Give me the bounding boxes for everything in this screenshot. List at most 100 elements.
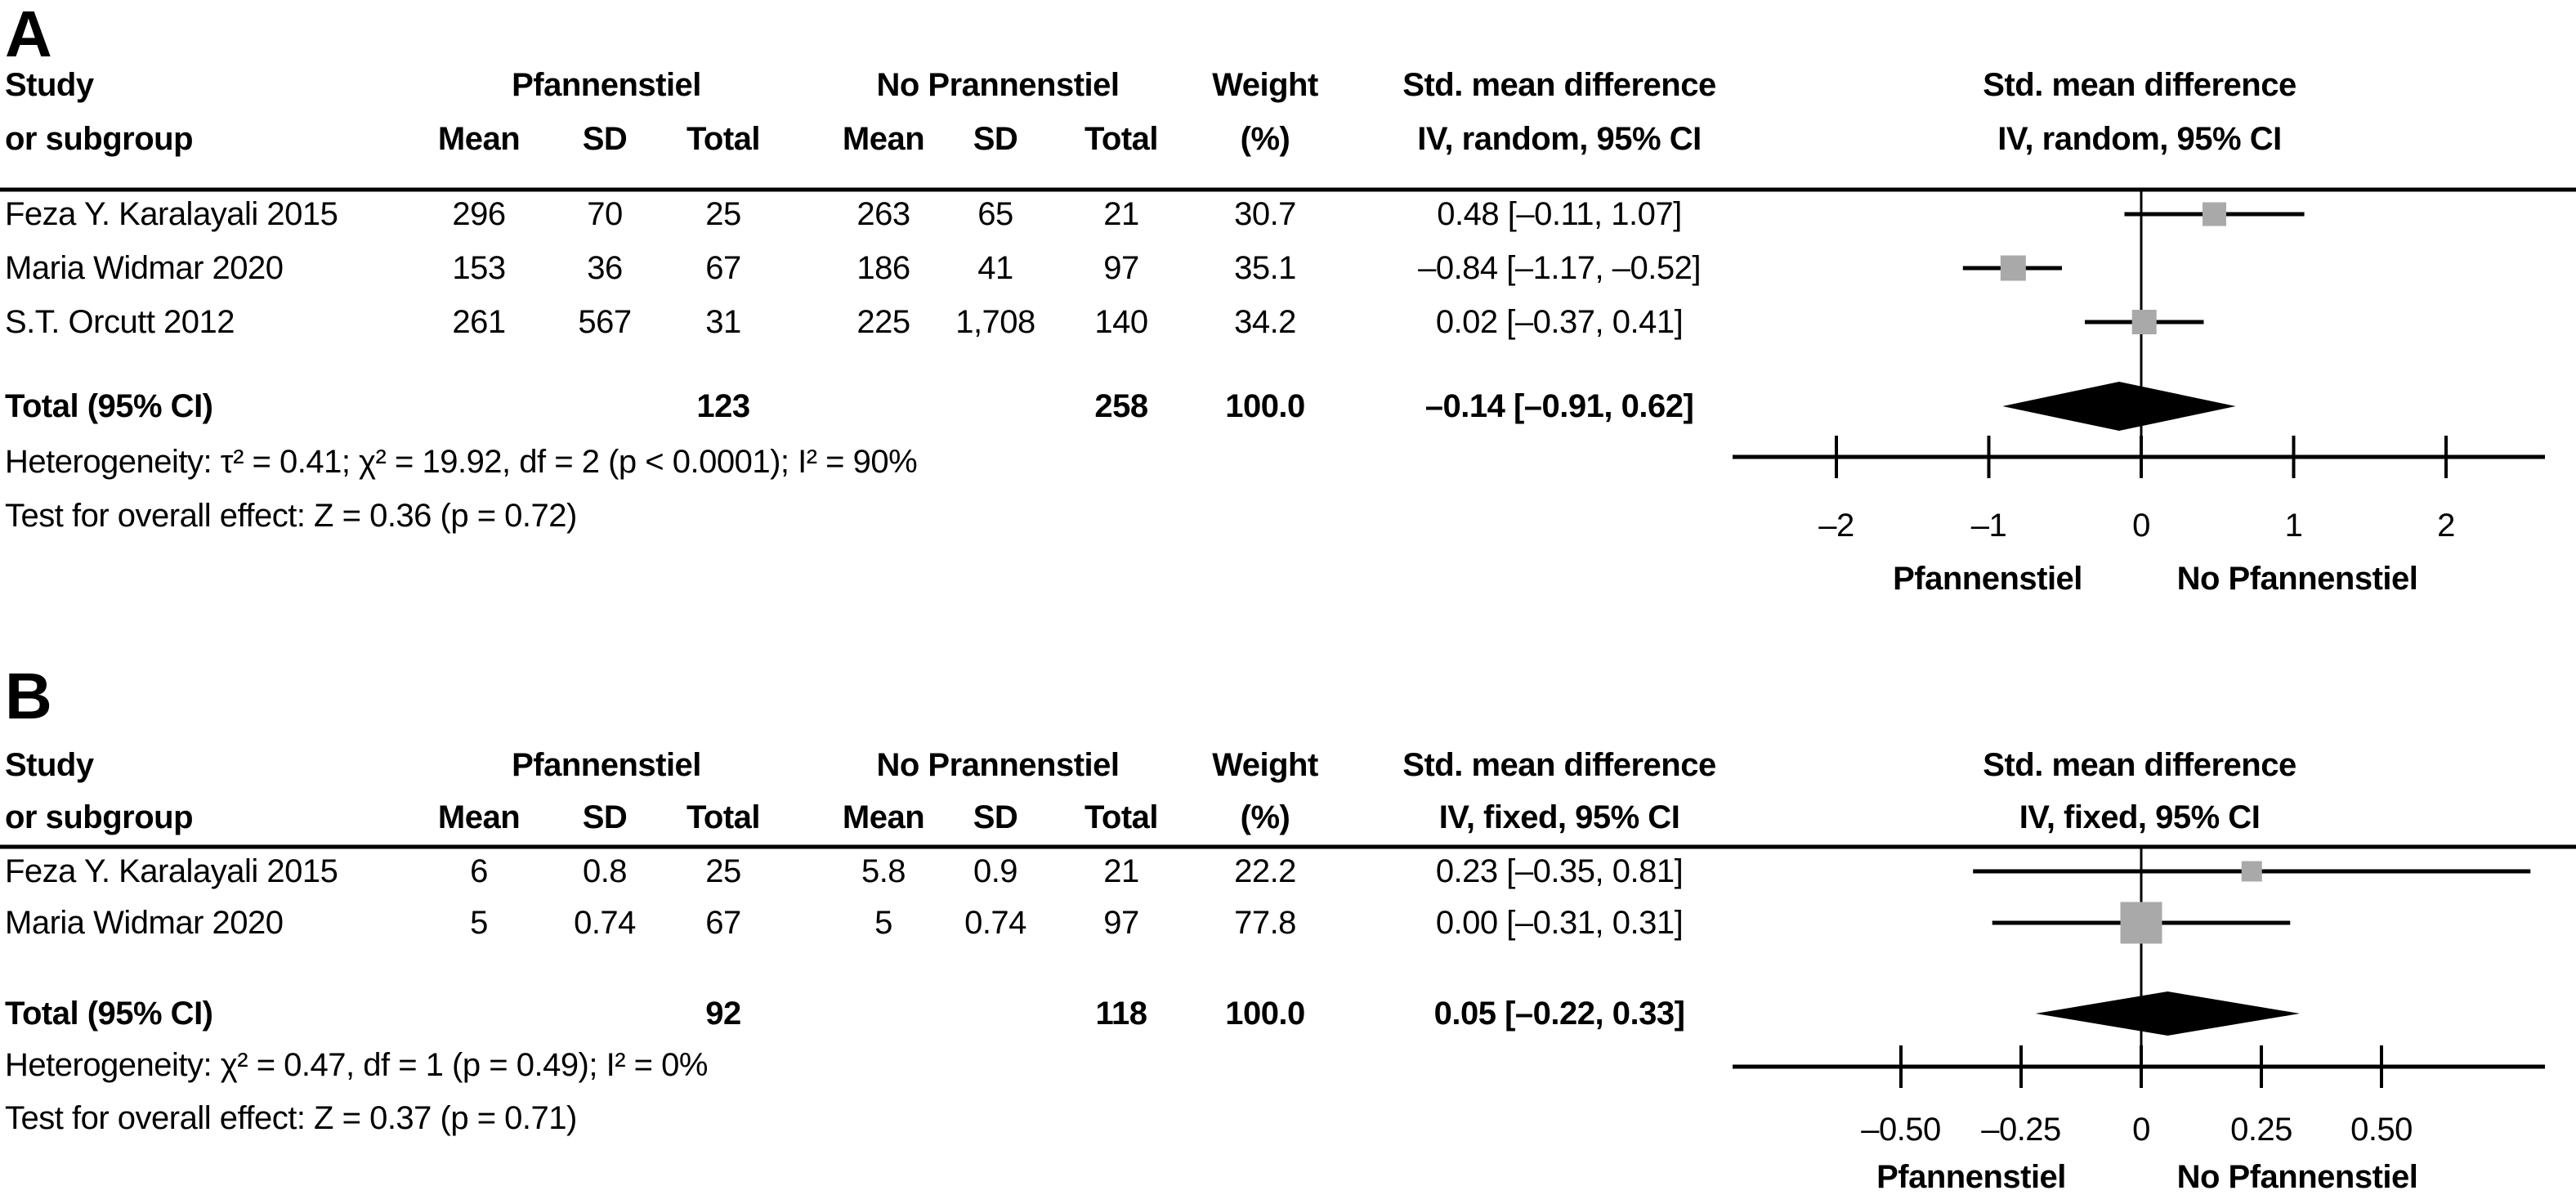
panel-a-plot-header-model: IV, random, 95% CI (1997, 121, 2282, 157)
panel-b-row-0-total1: 25 (705, 853, 741, 889)
panel-a-row-2-effect-ci: 0.02 [–0.37, 0.41] (1435, 304, 1684, 340)
panel-b-row-0-weight: 22.2 (1234, 853, 1296, 889)
panel-a-row-1-point-estimate-square (2000, 255, 2026, 281)
panel-a-row-0-weight: 30.7 (1234, 196, 1296, 232)
panel-a-x-tick-label-2: 0 (2132, 508, 2150, 544)
panel-a-x-tick-label-3: 1 (2284, 508, 2303, 544)
panel-b-label: B (5, 660, 52, 732)
panel-b-row-1-study: Maria Widmar 2020 (5, 905, 284, 941)
panel-b-subheader-5: Total (1084, 799, 1159, 835)
panel-b-row-1-mean1: 5 (470, 905, 488, 941)
panel-a-subheader-4: SD (973, 121, 1018, 157)
panel-a-total-n1: 123 (696, 388, 750, 424)
panel-b-row-1-sd1: 0.74 (574, 905, 636, 941)
panel-a-total-weight: 100.0 (1225, 388, 1305, 424)
panel-a-header-group1: Pfannenstiel (512, 67, 701, 103)
panel-b-row-1-sd2: 0.74 (964, 905, 1026, 941)
panel-b-header-effect-model: IV, fixed, 95% CI (1438, 799, 1680, 835)
panel-b-x-tick-label-1: –0.25 (1981, 1112, 2061, 1148)
panel-a-label: A (5, 0, 52, 70)
panel-b-x-tick-label-4: 0.50 (2350, 1112, 2413, 1148)
panel-a-subheader-1: SD (582, 121, 628, 157)
panel-a-row-1-mean2: 186 (856, 250, 910, 286)
panel-a-row-2-total1: 31 (705, 304, 741, 340)
panel-b-row-1-total2: 97 (1103, 905, 1139, 941)
panel-a-heterogeneity: Heterogeneity: τ² = 0.41; χ² = 19.92, df… (5, 444, 918, 480)
panel-b-plot-header: Std. mean difference (1983, 747, 2296, 783)
panel-b-total-weight: 100.0 (1225, 996, 1305, 1032)
panel-b-x-tick-label-3: 0.25 (2230, 1112, 2292, 1148)
panel-a-axis-left-label: Pfannenstiel (1893, 561, 2082, 597)
panel-a-header-weight-pct: (%) (1240, 121, 1290, 157)
panel-b-header-weight: Weight (1212, 747, 1318, 783)
panel-b-subheader-4: SD (973, 799, 1018, 835)
panel-a-row-2-sd1: 567 (578, 304, 632, 340)
panel-a-row-1-total2: 97 (1103, 250, 1139, 286)
panel-a-row-1-sd1: 36 (587, 250, 623, 286)
panel-b-pooled-diamond (2035, 991, 2301, 1036)
panel-b-subheader-2: Total (686, 799, 761, 835)
panel-a-total-effect-ci: –0.14 [–0.91, 0.62] (1424, 388, 1694, 424)
panel-b-header-subgroup: or subgroup (5, 799, 194, 835)
panel-a-x-tick-label-1: –1 (1970, 508, 2007, 544)
panel-b-row-1-weight: 77.8 (1234, 905, 1296, 941)
panel-a-row-2-study: S.T. Orcutt 2012 (5, 304, 235, 340)
panel-a-row-0-study: Feza Y. Karalayali 2015 (5, 196, 338, 232)
panel-a-row-0-effect-ci: 0.48 [–0.11, 1.07] (1437, 196, 1682, 232)
panel-a-header-group2: No Prannenstiel (876, 67, 1120, 103)
panel-a-overall-effect-test: Test for overall effect: Z = 0.36 (p = 0… (5, 498, 577, 534)
panel-a-row-0-point-estimate-square (2203, 202, 2227, 226)
panel-b-row-1-total1: 67 (705, 905, 741, 941)
panel-b-header-effect: Std. mean difference (1402, 747, 1716, 783)
panel-a-subheader-2: Total (686, 121, 761, 157)
panel-b-row-1-effect-ci: 0.00 [–0.31, 0.31] (1435, 905, 1684, 941)
panel-a-header-effect: Std. mean difference (1402, 67, 1716, 103)
panel-a-row-1-weight: 35.1 (1234, 250, 1296, 286)
panel-b-row-0-total2: 21 (1103, 853, 1139, 889)
panel-a-row-0-total1: 25 (705, 196, 741, 232)
panel-b-subheader-1: SD (582, 799, 628, 835)
panel-b-total-n2: 118 (1095, 996, 1147, 1032)
panel-a-row-0-mean1: 296 (452, 196, 506, 232)
panel-a-subheader-3: Mean (842, 121, 925, 157)
panel-b-row-0-sd1: 0.8 (582, 853, 628, 889)
panel-a-row-0-mean2: 263 (856, 196, 910, 232)
panel-a-row-0-sd1: 70 (587, 196, 623, 232)
panel-b-total-label: Total (95% CI) (5, 996, 213, 1032)
panel-b-header-group1: Pfannenstiel (512, 747, 701, 783)
panel-a-row-2-sd2: 1,708 (955, 304, 1035, 340)
panel-b-subheader-3: Mean (842, 799, 925, 835)
panel-b-header-group2: No Prannenstiel (876, 747, 1120, 783)
panel-b-axis-left-label: Pfannenstiel (1876, 1159, 2066, 1195)
panel-b-header-weight-pct: (%) (1240, 799, 1290, 835)
panel-b-row-0-point-estimate-square (2241, 861, 2262, 882)
panel-a-axis-right-label: No Pfannenstiel (2176, 561, 2418, 597)
panel-a-row-0-total2: 21 (1103, 196, 1139, 232)
panel-a-row-1-total1: 67 (705, 250, 741, 286)
panel-a-pooled-diamond (2002, 382, 2236, 431)
panel-a-header-study: Study (5, 67, 94, 103)
panel-b-total-n1: 92 (705, 996, 741, 1032)
panel-a-row-1-study: Maria Widmar 2020 (5, 250, 284, 286)
panel-b-x-tick-label-0: –0.50 (1861, 1112, 1941, 1148)
panel-b-total-effect-ci: 0.05 [–0.22, 0.33] (1433, 996, 1685, 1032)
panel-a-header-weight: Weight (1212, 67, 1318, 103)
panel-a-row-1-mean1: 153 (452, 250, 506, 286)
panel-a-subheader-0: Mean (437, 121, 521, 157)
panel-a-row-2-point-estimate-square (2131, 310, 2157, 334)
panel-a-row-1-sd2: 41 (977, 250, 1013, 286)
panel-b-plot-header-model: IV, fixed, 95% CI (2019, 799, 2261, 835)
panel-b-row-0-sd2: 0.9 (973, 853, 1018, 889)
panel-b-row-0-effect-ci: 0.23 [–0.35, 0.81] (1435, 853, 1684, 889)
panel-a-total-label: Total (95% CI) (5, 388, 213, 424)
panel-b-row-0-mean2: 5.8 (861, 853, 906, 889)
panel-a-plot-header: Std. mean difference (1983, 67, 2296, 103)
panel-b-subheader-0: Mean (437, 799, 521, 835)
panel-a-header-effect-model: IV, random, 95% CI (1417, 121, 1702, 157)
panel-a-row-1-effect-ci: –0.84 [–1.17, –0.52] (1418, 250, 1701, 286)
panel-b-heterogeneity: Heterogeneity: χ² = 0.47, df = 1 (p = 0.… (5, 1047, 708, 1083)
panel-a-header-subgroup: or subgroup (5, 121, 194, 157)
panel-a-row-0-sd2: 65 (977, 196, 1013, 232)
